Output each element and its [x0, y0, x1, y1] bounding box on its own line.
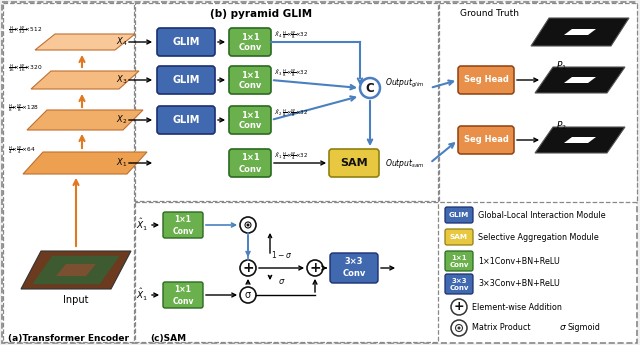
- Polygon shape: [564, 137, 596, 143]
- Text: Sigmoid: Sigmoid: [567, 324, 600, 333]
- Text: Input: Input: [63, 295, 89, 305]
- Text: Seg Head: Seg Head: [463, 76, 508, 85]
- Text: $\frac{H}{16}{\times}\frac{W}{16}{\times}320$: $\frac{H}{16}{\times}\frac{W}{16}{\times…: [8, 62, 42, 74]
- FancyBboxPatch shape: [163, 282, 203, 308]
- Text: $P_2$: $P_2$: [556, 120, 567, 132]
- Text: Selective Aggregation Module: Selective Aggregation Module: [478, 233, 599, 241]
- Text: GLIM: GLIM: [172, 115, 200, 125]
- FancyBboxPatch shape: [445, 229, 473, 245]
- Text: Matrix Product: Matrix Product: [472, 324, 531, 333]
- Text: Global-Local Interaction Module: Global-Local Interaction Module: [478, 210, 605, 219]
- Text: +: +: [454, 300, 464, 314]
- FancyBboxPatch shape: [439, 3, 637, 202]
- Text: GLIM: GLIM: [449, 212, 469, 218]
- Polygon shape: [27, 110, 143, 130]
- Text: σ: σ: [245, 290, 251, 300]
- FancyBboxPatch shape: [445, 207, 473, 223]
- FancyBboxPatch shape: [157, 66, 215, 94]
- Polygon shape: [531, 18, 629, 46]
- FancyBboxPatch shape: [3, 3, 134, 342]
- Text: $Output_{sam}$: $Output_{sam}$: [385, 157, 424, 169]
- Text: Conv: Conv: [238, 81, 262, 90]
- Text: (a)Transformer Encoder: (a)Transformer Encoder: [8, 334, 129, 343]
- FancyBboxPatch shape: [157, 106, 215, 134]
- Text: SAM: SAM: [450, 234, 468, 240]
- Text: $\hat{X}_4\ \frac{H}{8}{\times}\frac{W}{8}{\times}32$: $\hat{X}_4\ \frac{H}{8}{\times}\frac{W}{…: [274, 29, 308, 41]
- FancyBboxPatch shape: [229, 106, 271, 134]
- Polygon shape: [535, 127, 625, 153]
- Circle shape: [451, 299, 467, 315]
- Text: Ground Truth: Ground Truth: [460, 9, 519, 18]
- FancyBboxPatch shape: [329, 149, 379, 177]
- Text: GLIM: GLIM: [172, 37, 200, 47]
- Text: 1×1: 1×1: [175, 216, 191, 225]
- Circle shape: [245, 222, 251, 228]
- Text: $1-\sigma$: $1-\sigma$: [271, 249, 292, 260]
- Text: Conv: Conv: [172, 227, 194, 236]
- Circle shape: [240, 287, 256, 303]
- Text: $X_4$: $X_4$: [116, 36, 128, 48]
- Text: $P_1$: $P_1$: [556, 60, 567, 72]
- Text: +: +: [309, 261, 321, 275]
- Polygon shape: [56, 264, 96, 276]
- FancyBboxPatch shape: [157, 28, 215, 56]
- Text: Conv: Conv: [449, 262, 468, 268]
- Text: 3×3: 3×3: [451, 278, 467, 284]
- Text: (c)SAM: (c)SAM: [150, 334, 186, 343]
- Circle shape: [240, 217, 256, 233]
- Text: GLIM: GLIM: [172, 75, 200, 85]
- Circle shape: [451, 320, 467, 336]
- Text: Conv: Conv: [172, 296, 194, 306]
- Text: C: C: [365, 81, 374, 95]
- Text: $X_1$: $X_1$: [116, 157, 127, 169]
- Text: 3×3Conv+BN+ReLU: 3×3Conv+BN+ReLU: [478, 279, 560, 288]
- Polygon shape: [35, 34, 135, 50]
- Text: $\hat{X}_1\ \frac{H}{4}{\times}\frac{W}{4}{\times}32$: $\hat{X}_1\ \frac{H}{4}{\times}\frac{W}{…: [274, 150, 308, 162]
- Text: SAM: SAM: [340, 158, 368, 168]
- Text: $\sigma$: $\sigma$: [278, 277, 285, 286]
- Polygon shape: [564, 77, 596, 83]
- Text: $\frac{H}{8}{\times}\frac{W}{8}{\times}128$: $\frac{H}{8}{\times}\frac{W}{8}{\times}1…: [8, 102, 39, 114]
- Polygon shape: [535, 67, 625, 93]
- FancyBboxPatch shape: [445, 274, 473, 294]
- Circle shape: [360, 78, 380, 98]
- Polygon shape: [564, 29, 596, 35]
- Text: 1×1: 1×1: [451, 255, 467, 261]
- Text: $\hat{X}_1$: $\hat{X}_1$: [136, 217, 148, 233]
- Circle shape: [458, 326, 461, 329]
- FancyBboxPatch shape: [135, 202, 438, 342]
- FancyBboxPatch shape: [458, 66, 514, 94]
- FancyBboxPatch shape: [229, 28, 271, 56]
- Text: $\frac{H}{4}{\times}\frac{W}{4}{\times}64$: $\frac{H}{4}{\times}\frac{W}{4}{\times}6…: [8, 144, 36, 156]
- Text: $\frac{H}{32}{\times}\frac{W}{32}{\times}512$: $\frac{H}{32}{\times}\frac{W}{32}{\times…: [8, 24, 42, 36]
- Text: $X_2$: $X_2$: [116, 114, 127, 126]
- FancyBboxPatch shape: [229, 66, 271, 94]
- FancyBboxPatch shape: [458, 126, 514, 154]
- Text: $\hat{X}_3\ \frac{H}{8}{\times}\frac{W}{8}{\times}32$: $\hat{X}_3\ \frac{H}{8}{\times}\frac{W}{…: [274, 67, 308, 79]
- Text: $\hat{X}_1$: $\hat{X}_1$: [136, 287, 148, 303]
- Text: (b) pyramid GLIM: (b) pyramid GLIM: [210, 9, 312, 19]
- Text: $Output_{glim}$: $Output_{glim}$: [385, 77, 425, 90]
- Text: Element-wise Addition: Element-wise Addition: [472, 303, 562, 312]
- FancyBboxPatch shape: [445, 251, 473, 271]
- Text: σ: σ: [560, 324, 566, 333]
- Text: 1×1: 1×1: [241, 154, 259, 162]
- Text: Conv: Conv: [238, 121, 262, 130]
- Text: 1×1: 1×1: [241, 110, 259, 119]
- Text: $\hat{X}_2\ \frac{H}{8}{\times}\frac{W}{8}{\times}32$: $\hat{X}_2\ \frac{H}{8}{\times}\frac{W}{…: [274, 107, 308, 119]
- Text: Conv: Conv: [238, 43, 262, 52]
- Circle shape: [307, 260, 323, 276]
- Polygon shape: [31, 71, 139, 89]
- Polygon shape: [21, 251, 131, 289]
- Text: 1×1: 1×1: [241, 32, 259, 41]
- Text: Conv: Conv: [342, 269, 365, 278]
- Circle shape: [240, 260, 256, 276]
- Text: 1×1Conv+BN+ReLU: 1×1Conv+BN+ReLU: [478, 256, 560, 266]
- Text: Conv: Conv: [238, 165, 262, 174]
- FancyBboxPatch shape: [163, 212, 203, 238]
- Text: $X_3$: $X_3$: [116, 74, 128, 86]
- Text: Conv: Conv: [449, 285, 468, 291]
- FancyBboxPatch shape: [330, 253, 378, 283]
- Text: Seg Head: Seg Head: [463, 136, 508, 145]
